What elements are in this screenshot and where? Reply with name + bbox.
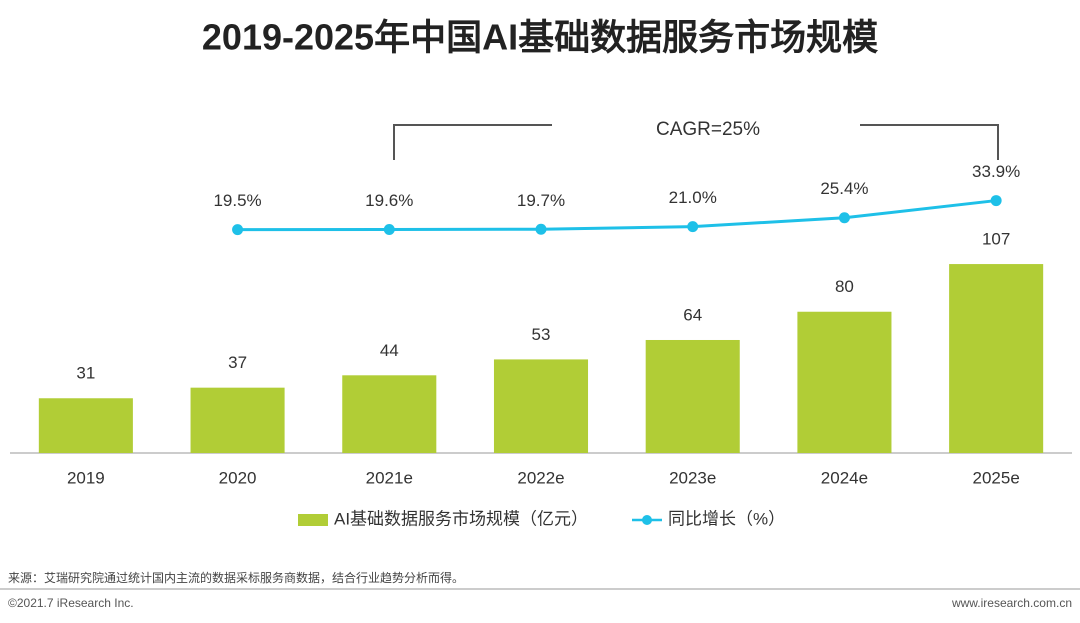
website: www.iresearch.com.cn <box>951 596 1072 610</box>
bar <box>38 398 133 453</box>
x-tick-label: 2021e <box>366 468 413 487</box>
x-tick-label: 2023e <box>669 468 716 487</box>
line-value-label: 19.6% <box>365 191 413 210</box>
copyright: ©2021.7 iResearch Inc. <box>8 596 134 610</box>
chart-title: 2019-2025年中国AI基础数据服务市场规模 <box>202 17 878 58</box>
bracket-left <box>393 124 552 160</box>
bar <box>645 339 740 453</box>
line-point <box>990 195 1002 207</box>
source: 来源：艾瑞研究院通过统计国内主流的数据采标服务商数据，结合行业趋势分析而得。 <box>8 570 464 585</box>
bar-value-label: 44 <box>380 341 399 360</box>
line-point <box>232 224 244 236</box>
line-value-label: 33.9% <box>972 162 1020 181</box>
x-tick-label: 2022e <box>517 468 564 487</box>
bar-value-label: 64 <box>683 305 702 324</box>
annotation: CAGR=25% <box>656 119 760 140</box>
cagr-bracket <box>393 124 999 160</box>
bar-value-label: 80 <box>835 277 854 296</box>
line-value-label: 21.0% <box>669 188 717 207</box>
bar-value-label: 107 <box>982 230 1010 249</box>
x-tick-label: 2020 <box>219 468 257 487</box>
legend-swatch-bar <box>298 514 328 526</box>
bar-value-label: 53 <box>532 325 551 344</box>
line-value-label: 19.7% <box>517 191 565 210</box>
bar <box>190 387 285 453</box>
line-value-label: 19.5% <box>213 191 261 210</box>
line-point <box>838 212 850 224</box>
line-point <box>687 221 699 233</box>
bar <box>797 311 892 453</box>
bar-value-label: 31 <box>76 364 95 383</box>
legend-swatch-dot <box>642 515 652 525</box>
legend-label: 同比增长（%） <box>668 509 785 528</box>
line-point <box>535 223 547 235</box>
x-tick-label: 2024e <box>821 468 868 487</box>
bar <box>342 375 437 453</box>
bar <box>949 264 1044 453</box>
x-tick-label: 2025e <box>973 468 1020 487</box>
legend-label: AI基础数据服务市场规模（亿元） <box>334 509 588 528</box>
line-value-label: 25.4% <box>820 179 868 198</box>
bracket-right <box>860 124 999 160</box>
line <box>237 199 997 232</box>
bar-value-label: 37 <box>228 353 247 372</box>
bar <box>493 359 589 453</box>
line-point <box>383 223 395 235</box>
x-tick-label: 2019 <box>67 468 105 487</box>
